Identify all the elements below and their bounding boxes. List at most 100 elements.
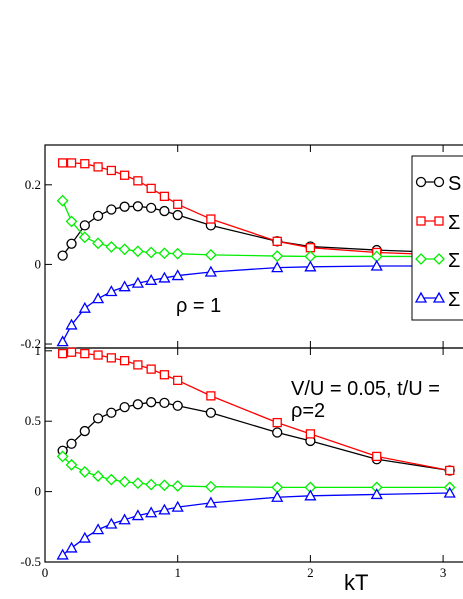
x-tick-label: 0	[42, 565, 49, 580]
legend-marker-diamond	[433, 253, 445, 265]
data-point-circle	[205, 407, 217, 418]
rho-annotation-bottom: ρ=2	[291, 400, 325, 422]
data-point-circle	[119, 201, 130, 212]
x-axis-label: kT	[344, 570, 368, 595]
data-point-triangle	[304, 489, 317, 501]
data-point-triangle	[370, 259, 383, 271]
data-point-triangle	[56, 335, 69, 347]
data-point-diamond	[118, 475, 131, 488]
legend-marker-circle	[433, 176, 445, 188]
data-point-square	[159, 370, 170, 380]
data-point-triangle	[131, 509, 144, 521]
data-point-square	[206, 391, 216, 401]
data-point-triangle	[370, 488, 383, 500]
data-point-square	[272, 236, 282, 246]
data-point-triangle	[304, 260, 317, 272]
y-tick-label: 0	[35, 256, 42, 271]
data-point-diamond	[56, 194, 69, 207]
legend-label-sigma-green: Σ	[448, 250, 460, 272]
legend-marker-square	[434, 216, 444, 226]
parameter-annotation: V/U = 0.05, t/U =	[291, 378, 440, 400]
y-tick-label: 0.2	[25, 177, 41, 192]
data-point-triangle	[271, 261, 284, 273]
data-point-square	[272, 417, 282, 428]
data-point-diamond	[145, 246, 158, 259]
data-point-circle	[106, 407, 117, 418]
data-point-square	[159, 191, 170, 201]
data-point-triangle	[158, 271, 171, 283]
data-point-diamond	[78, 231, 91, 244]
data-point-diamond	[145, 478, 158, 491]
data-point-diamond	[118, 243, 131, 256]
data-point-circle	[92, 210, 104, 222]
y-tick-label: 0.5	[25, 413, 41, 428]
data-point-square	[305, 243, 316, 253]
data-point-triangle	[78, 531, 91, 543]
legend-marker-triangle	[414, 291, 428, 303]
data-point-triangle	[118, 513, 131, 525]
series-line-circle	[62, 401, 450, 472]
data-point-circle	[172, 400, 183, 411]
data-point-square	[372, 451, 382, 462]
data-point-triangle	[204, 496, 217, 508]
data-point-square	[133, 176, 143, 186]
data-point-diamond	[204, 480, 217, 493]
data-point-square	[119, 356, 130, 366]
legend-marker-square	[416, 216, 426, 226]
data-point-diamond	[131, 477, 144, 490]
data-point-square	[106, 165, 116, 176]
data-point-square	[66, 347, 77, 357]
data-point-circle	[119, 401, 130, 413]
data-point-diamond	[271, 250, 284, 262]
data-point-diamond	[78, 465, 91, 478]
x-tick-label: 2	[307, 565, 314, 580]
legend-label-sigma-blue: Σ	[448, 289, 460, 311]
data-point-circle	[57, 250, 68, 261]
data-point-circle	[66, 438, 77, 449]
rho-annotation-top: ρ = 1	[176, 295, 221, 317]
data-point-square	[57, 158, 68, 168]
y-tick-label: 0	[35, 484, 42, 499]
data-point-square	[305, 429, 316, 439]
data-point-square	[133, 360, 143, 370]
data-point-triangle	[271, 490, 284, 502]
data-point-diamond	[158, 479, 171, 492]
data-point-diamond	[56, 450, 69, 463]
data-point-triangle	[145, 273, 158, 285]
bottom-panel: -0.500.510 1 2 3	[20, 343, 463, 580]
data-point-diamond	[304, 250, 317, 263]
data-point-diamond	[158, 247, 171, 260]
data-point-triangle	[204, 265, 217, 277]
data-point-triangle	[91, 523, 105, 535]
data-point-diamond	[271, 481, 284, 494]
data-point-square	[80, 159, 90, 169]
data-point-triangle	[65, 541, 78, 553]
data-point-circle	[66, 238, 77, 249]
data-point-triangle	[65, 318, 78, 330]
data-point-triangle	[91, 292, 105, 304]
data-point-diamond	[92, 237, 104, 250]
data-point-circle	[146, 397, 157, 408]
data-point-circle	[172, 209, 183, 221]
data-point-square	[93, 162, 103, 172]
data-point-square	[206, 214, 216, 224]
data-point-circle	[132, 201, 144, 212]
data-point-circle	[79, 220, 90, 231]
data-point-circle	[92, 413, 104, 424]
y-tick-label: 1	[35, 343, 42, 358]
data-point-diamond	[131, 245, 144, 258]
data-point-square	[146, 364, 156, 374]
top-panel: -0.2 0 0.2	[20, 144, 463, 351]
data-point-square	[93, 350, 103, 360]
data-point-square	[173, 375, 183, 386]
data-point-triangle	[78, 301, 91, 313]
data-point-triangle	[105, 285, 118, 297]
data-point-triangle	[158, 503, 171, 515]
data-point-square	[445, 465, 455, 476]
data-point-diamond	[105, 240, 118, 253]
data-point-diamond	[204, 248, 217, 261]
data-point-triangle	[131, 276, 144, 288]
data-point-square	[146, 183, 156, 194]
data-point-diamond	[105, 473, 118, 486]
